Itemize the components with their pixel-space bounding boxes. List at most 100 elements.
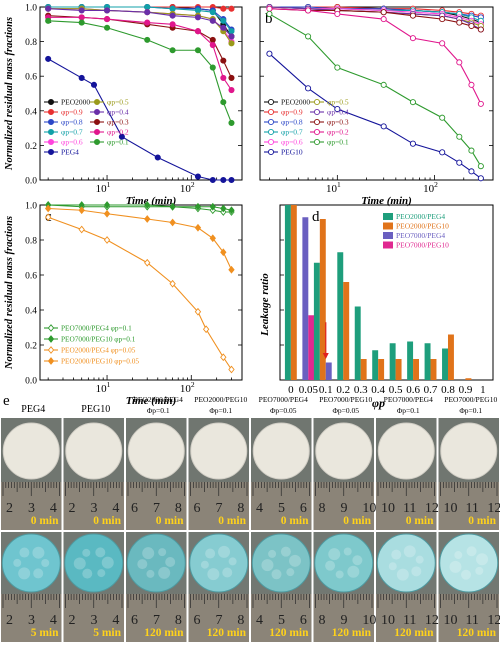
disk-texture	[281, 547, 291, 557]
data-point	[155, 155, 160, 160]
legend-swatch	[383, 242, 393, 249]
data-point	[229, 29, 234, 34]
data-point	[91, 82, 96, 87]
ruler-number: 4	[50, 501, 57, 516]
legend-b: PEO2000φp=0.9φp=0.8φp=0.7φp=0.6PEG10φp=0…	[264, 98, 349, 157]
data-point	[195, 174, 200, 179]
bar	[425, 343, 431, 380]
y-tick-label: 0.8	[25, 38, 37, 48]
legend-marker	[48, 119, 53, 124]
legend-label: PEO2000/PEG4 φp=0.05	[61, 346, 136, 355]
ruler-number: 7	[153, 501, 160, 516]
legend-marker	[314, 119, 319, 124]
disk-texture	[205, 549, 215, 559]
data-point	[170, 13, 175, 18]
time-label: 0 min	[31, 515, 59, 527]
data-point	[440, 17, 445, 22]
ruler-number: 2	[69, 501, 76, 516]
disk-texture	[325, 561, 335, 571]
legend-marker	[268, 99, 273, 104]
data-point	[210, 37, 215, 42]
legend-label: PEO2000	[281, 98, 310, 107]
data-point	[195, 8, 200, 13]
time-label: 0 min	[218, 515, 246, 527]
data-point	[410, 141, 415, 146]
ruler-number: 11	[465, 501, 478, 516]
legend-swatch	[383, 232, 393, 239]
data-point	[104, 8, 109, 13]
disk-texture	[41, 559, 49, 567]
data-point	[267, 6, 272, 11]
disk-texture	[268, 550, 276, 558]
disk-texture	[344, 547, 352, 555]
legend-label: φp=0.1	[327, 138, 349, 147]
data-point	[469, 169, 474, 174]
ruler-number: 4	[112, 613, 119, 628]
legend-a: PEO2000φp=0.9φp=0.8φp=0.7φp=0.6PEG4φp=0.…	[44, 98, 129, 157]
data-point	[335, 65, 340, 70]
bar	[390, 343, 396, 380]
data-point	[410, 36, 415, 41]
time-label: 120 min	[269, 627, 309, 639]
bar	[355, 307, 361, 381]
bar	[407, 342, 413, 381]
sample-disk-after	[377, 534, 435, 592]
legend-label: φp=0.9	[281, 108, 303, 117]
ruler-number: 5	[278, 613, 285, 628]
ruler-number: 10	[444, 613, 458, 628]
legend-marker	[314, 139, 319, 144]
data-point	[195, 225, 200, 231]
disk-texture	[389, 562, 397, 570]
legend-marker	[314, 99, 319, 104]
data-point	[46, 6, 51, 11]
column-label: PEO7000/PEG4	[384, 395, 433, 404]
series-b-4	[267, 4, 484, 26]
legend-label: φp=0.3	[327, 118, 349, 127]
data-point	[170, 219, 175, 225]
column-label: Φp=0.1	[397, 406, 420, 415]
disk-texture	[201, 561, 209, 569]
bar	[291, 205, 297, 380]
disk-texture	[461, 570, 471, 580]
data-point	[478, 101, 483, 106]
time-label: 0 min	[281, 515, 309, 527]
column-label: PEG10	[81, 404, 110, 415]
legend-marker	[48, 99, 53, 104]
series-line	[269, 9, 480, 30]
bar	[343, 282, 349, 380]
disk-texture	[328, 548, 340, 560]
data-point	[229, 75, 234, 80]
ruler-number: 12	[425, 613, 439, 628]
legend-label: φp=0.6	[61, 138, 83, 147]
bar	[337, 252, 343, 380]
data-point	[267, 51, 272, 56]
legend-marker	[48, 149, 53, 154]
ruler-number: 8	[175, 613, 182, 628]
disk-texture	[19, 548, 29, 558]
data-point	[221, 18, 226, 23]
data-point	[457, 20, 462, 25]
data-point	[381, 10, 386, 15]
ruler-number: 10	[381, 501, 395, 516]
ruler-number: 3	[90, 613, 97, 628]
legend-label: PEO7000/PEG4	[396, 231, 445, 240]
legend-label: PEO2000/PEG10	[396, 222, 449, 231]
ruler-number: 11	[465, 613, 478, 628]
series-a-8	[46, 15, 235, 93]
ruler-number: 12	[487, 501, 500, 516]
legend-label: φp=0.4	[107, 108, 129, 117]
legend-marker	[48, 325, 53, 331]
ruler-number: 7	[153, 613, 160, 628]
ruler-number: 7	[215, 501, 222, 516]
data-point	[170, 48, 175, 53]
